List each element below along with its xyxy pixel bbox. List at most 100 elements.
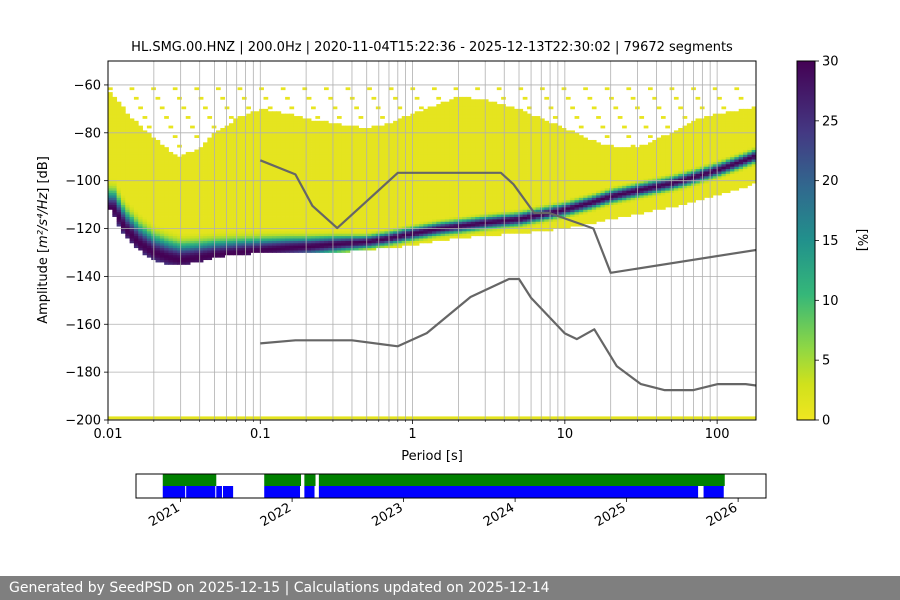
heatmap-cell	[254, 221, 260, 225]
heatmap-cell	[190, 195, 195, 198]
heatmap-cell	[466, 113, 472, 117]
heatmap-cell	[358, 233, 364, 237]
heatmap-cell	[475, 130, 480, 134]
heatmap-cell	[267, 175, 273, 179]
heatmap-cell	[185, 202, 191, 205]
heatmap-cell	[470, 183, 476, 186]
heatmap-cell	[224, 209, 230, 213]
heatmap-cell	[475, 190, 480, 194]
heatmap-cell	[457, 108, 463, 112]
heatmap-cell	[496, 116, 502, 119]
heatmap-cell	[138, 128, 143, 131]
heatmap-cell	[125, 137, 130, 141]
heatmap-cell	[177, 183, 182, 186]
heatmap-cell	[311, 147, 316, 150]
heatmap-cell	[159, 245, 165, 249]
heatmap-cell	[129, 211, 135, 215]
heatmap-cell	[267, 128, 273, 131]
heatmap-cell	[449, 211, 454, 215]
heatmap-cell	[276, 216, 282, 220]
heatmap-cell	[112, 139, 118, 143]
heatmap-cell	[462, 161, 467, 165]
heatmap-cell	[315, 183, 321, 186]
heatmap-cell	[393, 139, 398, 143]
heatmap-cell	[453, 96, 459, 100]
heatmap-cell	[432, 120, 437, 124]
heatmap-cell	[492, 111, 498, 115]
heatmap-cell	[453, 221, 459, 225]
heatmap-cell	[436, 132, 442, 136]
heatmap-cell	[505, 190, 511, 194]
heatmap-cell	[358, 171, 364, 174]
heatmap-cell	[319, 142, 325, 146]
heatmap-cell	[436, 106, 442, 110]
heatmap-cell	[375, 242, 381, 246]
heatmap-cell	[125, 120, 130, 124]
heatmap-cell	[496, 221, 502, 225]
heatmap-cell	[501, 202, 506, 205]
heatmap-cell	[401, 120, 407, 124]
heatmap-cell	[233, 175, 238, 179]
heatmap-cell	[216, 230, 221, 234]
heatmap-cell	[125, 166, 130, 170]
heatmap-cell	[259, 240, 264, 244]
heatmap-cell	[453, 185, 459, 189]
heatmap-cell	[254, 111, 260, 115]
heatmap-cell	[203, 195, 208, 198]
heatmap-cell	[466, 192, 472, 196]
heatmap-cell	[319, 183, 325, 186]
heatmap-cell	[267, 238, 273, 241]
heatmap-cell	[267, 144, 273, 148]
heatmap-cell	[328, 161, 334, 165]
heatmap-cell	[501, 118, 506, 122]
heatmap-cell	[207, 230, 213, 234]
heatmap-cell	[384, 221, 390, 225]
heatmap-cell	[401, 190, 407, 194]
heatmap-cell	[336, 190, 342, 194]
heatmap-cell	[397, 235, 403, 239]
heatmap-cell	[453, 151, 459, 155]
heatmap-cell	[108, 99, 113, 103]
heatmap-cell	[220, 221, 226, 225]
heatmap-cell	[302, 161, 308, 165]
heatmap-cell	[436, 190, 442, 194]
heatmap-cell	[457, 168, 463, 172]
heatmap-cell	[224, 242, 230, 246]
heatmap-cell	[159, 144, 165, 148]
heatmap-cell	[345, 223, 351, 227]
heatmap-cell	[285, 178, 290, 182]
heatmap-cell	[466, 99, 472, 103]
heatmap-cell	[216, 204, 221, 208]
heatmap-cell	[185, 206, 191, 210]
heatmap-cell	[164, 185, 169, 189]
heatmap-cell	[246, 211, 251, 215]
heatmap-cell	[397, 195, 403, 198]
heatmap-cell	[285, 197, 290, 201]
heatmap-cell	[155, 218, 161, 222]
heatmap-cell	[311, 132, 316, 136]
heatmap-cell	[483, 190, 489, 194]
heatmap-cell	[302, 175, 308, 179]
heatmap-cell	[341, 125, 346, 129]
heatmap-cell	[371, 197, 377, 201]
heatmap-cell	[237, 154, 243, 158]
heatmap-cell	[449, 99, 454, 103]
heatmap-cell	[449, 111, 454, 115]
heatmap-cell	[358, 175, 364, 179]
heatmap-cell	[401, 187, 407, 191]
heatmap-cell	[384, 233, 390, 237]
heatmap-cell	[263, 159, 269, 162]
heatmap-cell	[332, 192, 338, 196]
heatmap-cell	[449, 180, 454, 184]
heatmap-cell	[285, 250, 290, 253]
heatmap-cell	[133, 209, 139, 213]
heatmap-cell	[125, 132, 130, 136]
heatmap-cell	[354, 230, 359, 234]
heatmap-cell	[293, 195, 299, 198]
heatmap-cell	[120, 192, 126, 196]
heatmap-cell	[453, 135, 459, 138]
heatmap-cell	[272, 178, 277, 182]
heatmap-cell	[462, 104, 467, 107]
heatmap-cell	[475, 128, 480, 131]
heatmap-cell	[108, 149, 113, 153]
